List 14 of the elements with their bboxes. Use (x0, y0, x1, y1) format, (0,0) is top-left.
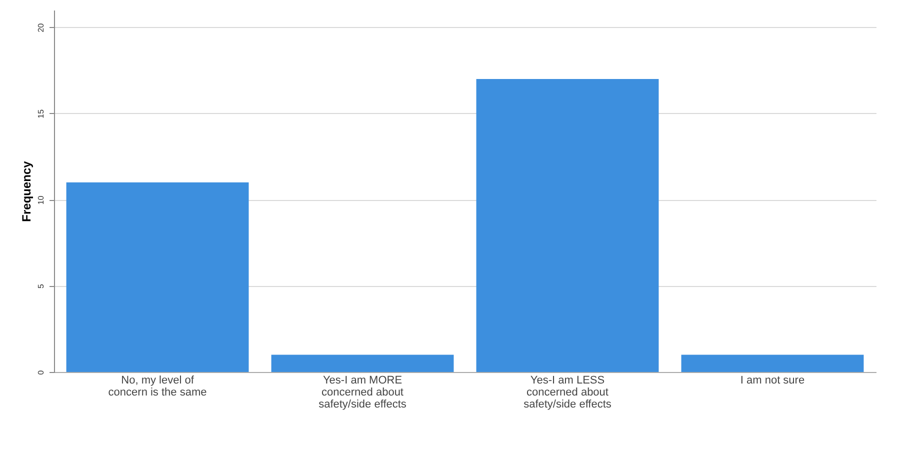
y-tick-label: 0 (36, 370, 46, 375)
x-tick-label: No, my level of concern is the same (108, 374, 207, 398)
x-tick-label: Yes-I am LESS concerned about safety/side effects (524, 374, 612, 410)
bar (476, 78, 659, 372)
y-tick-label: 15 (36, 108, 46, 118)
bar (271, 354, 454, 372)
bar (681, 354, 864, 372)
x-tick-label: Yes-I am MORE concerned about safety/side effects (318, 374, 407, 410)
y-tick-label: 5 (36, 284, 46, 289)
y-tick-label: 20 (36, 22, 46, 32)
y-axis-title: Frequency (20, 160, 34, 222)
bar (66, 182, 249, 372)
x-tick-label: I am not sure (740, 374, 805, 386)
y-tick-label: 10 (36, 195, 46, 205)
